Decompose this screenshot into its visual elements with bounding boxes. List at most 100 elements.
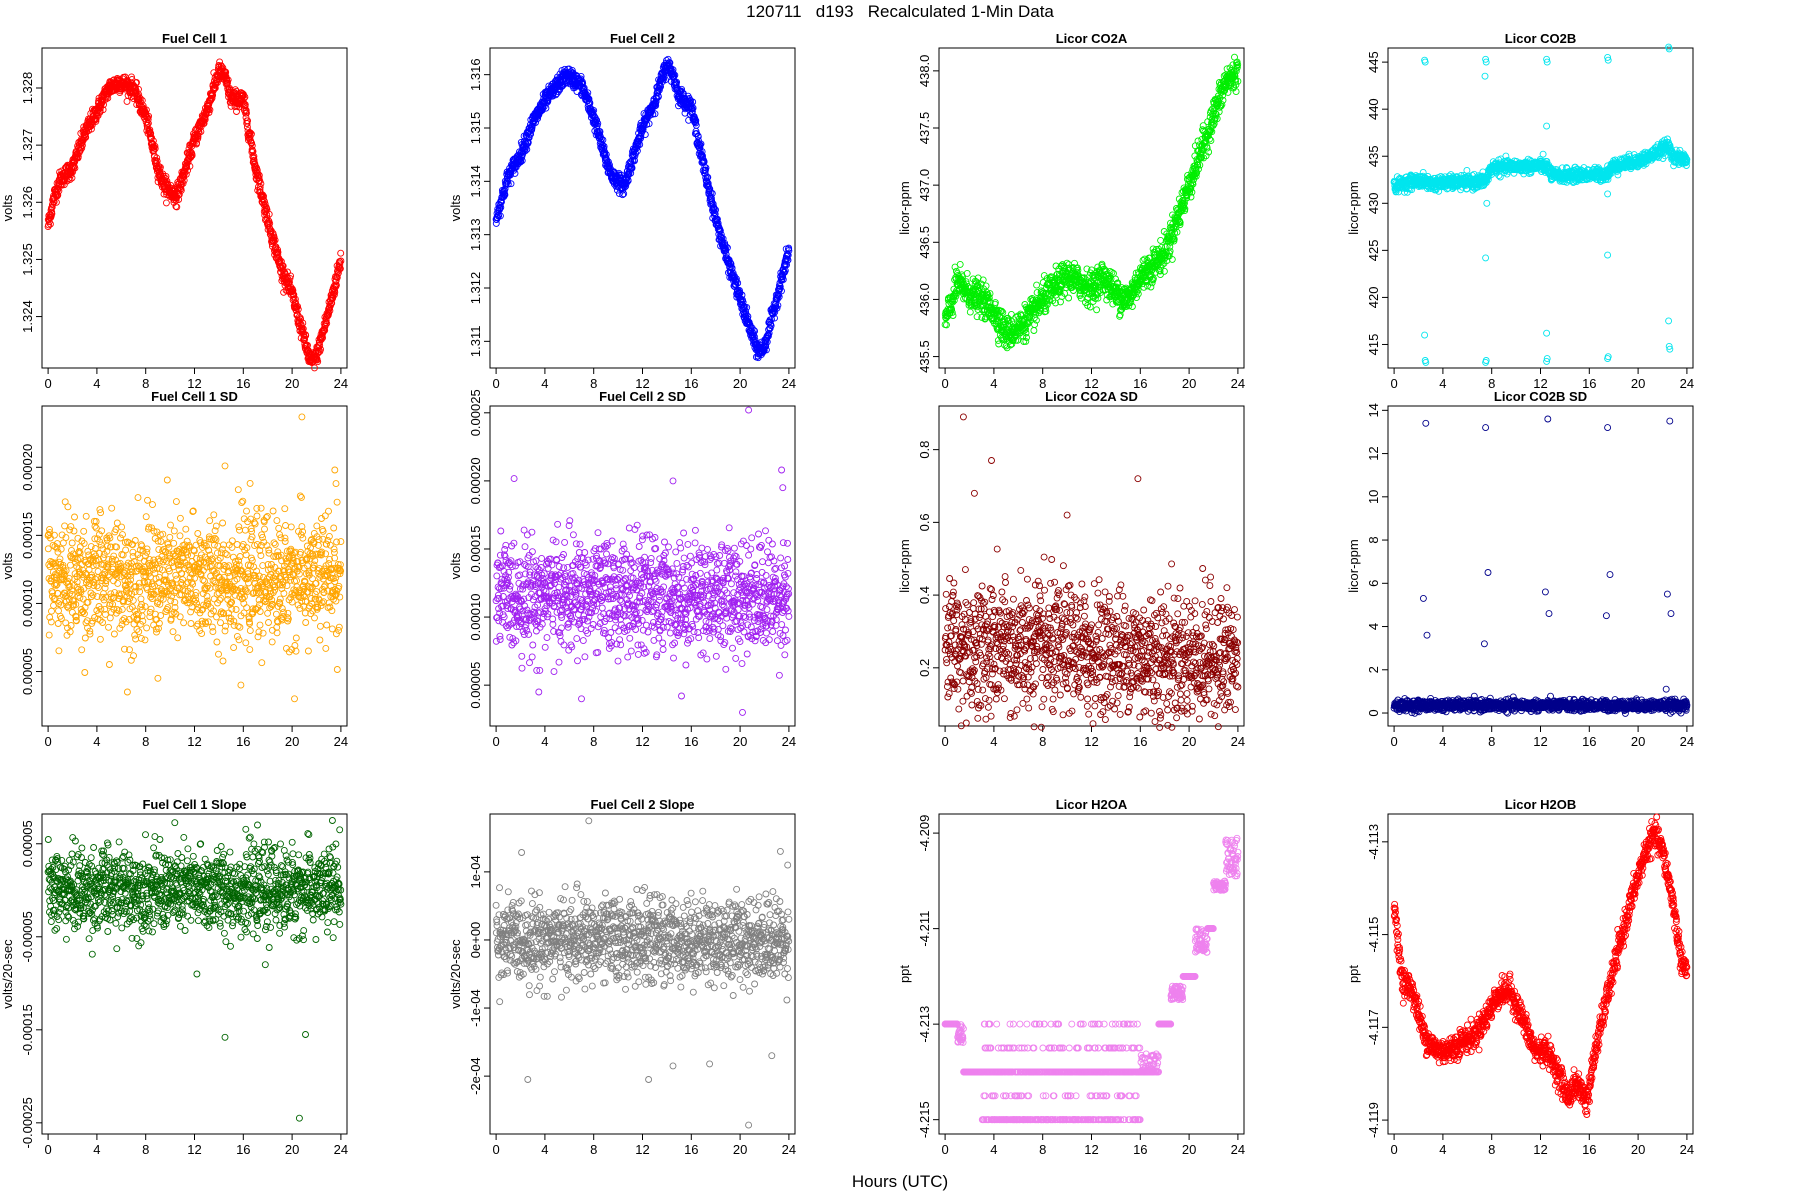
y-tick-label: 1.324	[20, 300, 35, 333]
data-point	[55, 187, 63, 195]
x-tick-label: 0	[44, 376, 51, 391]
y-tick-label: 435.5	[917, 340, 932, 373]
data-point	[1007, 310, 1015, 318]
data-point	[142, 106, 150, 114]
x-tick-label: 20	[1631, 376, 1645, 391]
data-point	[1093, 306, 1101, 314]
data-point	[1463, 166, 1471, 174]
data-points	[44, 58, 345, 372]
y-axis-label: licor-ppm	[897, 181, 912, 234]
panel-1: Fuel Cell 20 4 8 12 16 20 241.3111.3121.3131.3…	[448, 31, 796, 391]
data-points	[941, 53, 1242, 352]
y-tick-label: 436.5	[917, 226, 932, 259]
figure-title: 120711 d193 Recalculated 1-Min Data	[746, 2, 1054, 21]
y-tick-label: 435	[1366, 145, 1381, 167]
data-point	[135, 91, 143, 99]
data-point	[1033, 281, 1041, 289]
data-point	[1160, 228, 1168, 235]
y-tick-label: 1.311	[468, 326, 483, 358]
y-tick-label: 1.314	[468, 165, 483, 198]
data-point	[1030, 327, 1038, 334]
data-point	[995, 340, 1003, 348]
panel-title: Licor CO2A	[1056, 31, 1128, 46]
y-tick-label: 437.5	[917, 112, 932, 145]
data-point	[92, 117, 100, 125]
y-tick-label: 420	[1366, 287, 1381, 309]
data-point	[153, 154, 161, 162]
x-tick-label: 0	[492, 376, 499, 391]
data-point	[144, 115, 152, 123]
data-point	[145, 112, 153, 120]
y-tick-label: 1.316	[468, 58, 483, 91]
y-tick-label: 1.313	[468, 218, 483, 251]
data-point	[1140, 283, 1148, 291]
y-tick-label: 438.0	[917, 55, 932, 88]
data-point	[71, 164, 79, 172]
data-point	[94, 112, 102, 120]
y-tick-label: 440	[1366, 98, 1381, 120]
x-tick-label: 12	[187, 376, 201, 391]
data-point	[337, 249, 345, 257]
x-tick-label: 4	[541, 376, 548, 391]
data-point	[1156, 271, 1164, 279]
panel-title: Fuel Cell 1	[162, 31, 227, 46]
data-point	[144, 119, 152, 127]
x-tick-label: 0	[941, 376, 948, 391]
y-axis-label: volts	[448, 194, 463, 221]
data-point	[92, 115, 100, 123]
x-tick-label: 0	[1390, 376, 1397, 391]
y-tick-label: 436.0	[917, 283, 932, 316]
x-tick-label: 24	[334, 376, 348, 391]
data-points	[492, 55, 793, 362]
x-tick-label: 24	[782, 376, 796, 391]
data-point	[956, 260, 964, 268]
y-tick-label: 425	[1366, 240, 1381, 262]
data-point	[136, 95, 144, 102]
data-point	[162, 199, 170, 207]
x-tick-label: 20	[285, 376, 299, 391]
data-point	[133, 79, 140, 86]
x-tick-label: 16	[236, 376, 250, 391]
y-axis-label: volts	[0, 194, 15, 221]
data-point	[87, 125, 95, 133]
data-point	[135, 85, 142, 93]
x-tick-label: 4	[990, 376, 997, 391]
y-tick-label: 437.0	[917, 169, 932, 202]
x-tick-label: 20	[733, 376, 747, 391]
panel-title: Fuel Cell 2	[610, 31, 675, 46]
data-point	[963, 269, 971, 277]
data-point	[1539, 150, 1547, 158]
plot-frame	[1387, 47, 1694, 369]
data-point	[46, 220, 54, 228]
data-point	[1065, 294, 1073, 302]
data-point	[100, 101, 107, 109]
data-point	[99, 106, 107, 114]
x-tick-label: 20	[1182, 376, 1196, 391]
y-tick-label: 1.325	[20, 243, 35, 276]
data-point	[146, 126, 154, 134]
data-point	[966, 308, 974, 316]
y-tick-label: 1.315	[468, 112, 483, 145]
y-tick-label: 1.326	[20, 186, 35, 219]
x-tick-label: 8	[142, 376, 149, 391]
data-point	[128, 73, 135, 81]
data-point	[151, 142, 159, 150]
y-tick-label: 1.328	[20, 72, 35, 105]
x-tick-label: 24	[1680, 376, 1694, 391]
data-point	[52, 198, 60, 206]
data-point	[150, 146, 158, 154]
x-tick-label: 4	[1439, 376, 1446, 391]
panel-0: Fuel Cell 10 4 8 12 16 20 241.3241.3251.3261.3…	[0, 31, 348, 391]
data-points	[1390, 43, 1691, 366]
x-tick-label: 16	[684, 376, 698, 391]
panel-title: Licor CO2B	[1505, 31, 1577, 46]
x-tick-label: 8	[590, 376, 597, 391]
data-point	[151, 145, 159, 152]
y-tick-label: 1.327	[20, 129, 35, 162]
y-tick-label: 430	[1366, 192, 1381, 214]
data-point	[1157, 236, 1165, 244]
